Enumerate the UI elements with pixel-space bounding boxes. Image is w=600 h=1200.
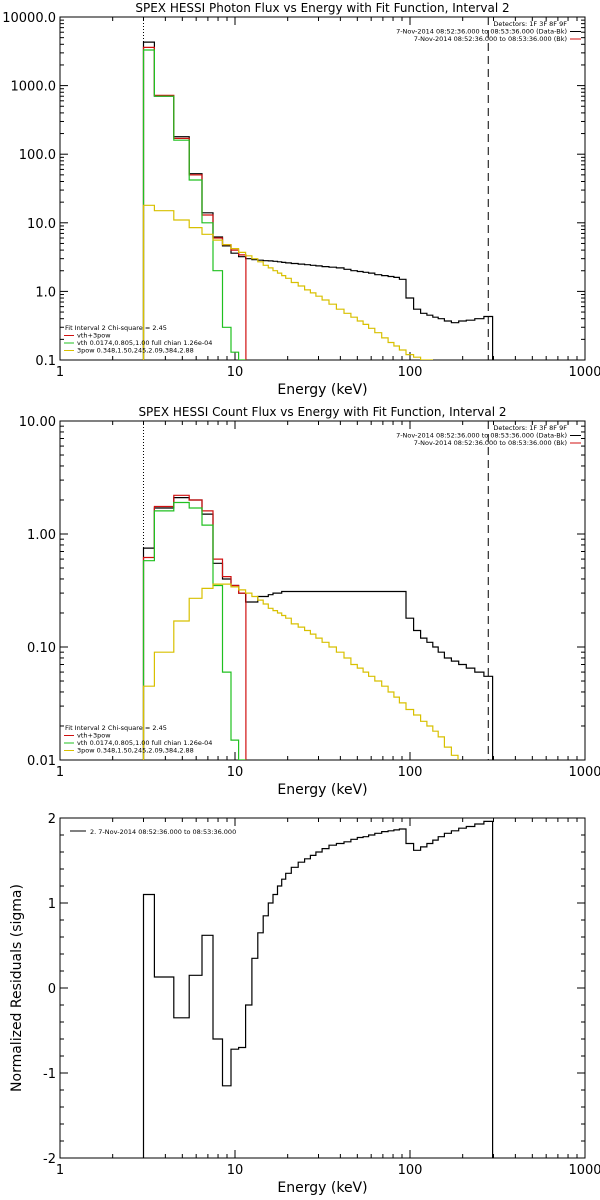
- legend-entry: Detectors: 1F 3F 8F 9F: [493, 20, 567, 28]
- x-axis-label: Energy (keV): [277, 382, 367, 398]
- legend-entry: vth 0.0174,0.805,1.00 full chian 1.26e-0…: [77, 739, 212, 747]
- y-tick-label: 0.10: [27, 641, 56, 656]
- legend-entry: Fit Interval 2 Chi-square = 2.45: [65, 324, 167, 332]
- legend-entry: 3pow 0.348,1.50,245,2.09,384,2.88: [77, 347, 194, 355]
- x-tick-label: 10: [227, 1163, 244, 1178]
- x-axis-label: Energy (keV): [277, 782, 367, 798]
- legend-entry: vth+3pow: [77, 732, 111, 740]
- x-tick-label: 1000: [568, 365, 600, 380]
- y-tick-label: -1: [43, 1067, 56, 1082]
- series-7-nov-2014-08-52-36-000-to-08-53-36-000-: [142, 46, 247, 360]
- y-tick-label: 1.0: [35, 285, 56, 300]
- plot-frame: [59, 817, 586, 1159]
- legend-entry: 7-Nov-2014 08:52:36.000 to 08:53:36.000 …: [414, 439, 567, 447]
- y-tick-label: 0.1: [35, 354, 56, 369]
- y-tick-label: 0: [48, 982, 56, 997]
- x-tick-label: 1000: [568, 1163, 600, 1178]
- x-tick-label: 100: [398, 365, 423, 380]
- x-tick-label: 100: [398, 1163, 423, 1178]
- series-3pow: [142, 204, 433, 360]
- y-tick-label: -2: [43, 1152, 56, 1167]
- legend-entry: Fit Interval 2 Chi-square = 2.45: [65, 724, 167, 732]
- chart-panel-3: 1 10 100 1000 -2 -1 0 1 2 Energy (keV) Normalized …: [9, 812, 600, 1196]
- y-axis-label: Normalized Residuals (sigma): [9, 884, 25, 1092]
- y-tick-label: 10.0: [27, 217, 56, 232]
- x-tick-label: 1000: [568, 765, 600, 780]
- legend-entry: 7-Nov-2014 08:52:36.000 to 08:53:36.000 …: [414, 35, 567, 43]
- plot-frame: [59, 420, 586, 761]
- y-tick-label: 100.0: [19, 148, 56, 163]
- legend-entry: 2. 7-Nov-2014 08:52:36.000 to 08:53:36.0…: [90, 828, 236, 836]
- y-tick-label: 1: [48, 897, 56, 912]
- chart-panel-1: SPEX HESSI Photon Flux vs Energy with Fi…: [2, 1, 600, 398]
- y-tick-label: 10000.0: [2, 11, 56, 26]
- y-tick-label: 1.00: [27, 528, 56, 543]
- legend-entry: vth 0.0174,0.805,1.00 full chian 1.26e-0…: [77, 339, 212, 347]
- series-7-nov-2014-08-52-36-000-to-08-53-36-000-: [142, 494, 247, 760]
- x-tick-label: 100: [398, 765, 423, 780]
- y-tick-label: 2: [48, 812, 56, 827]
- legend-entry: vth+3pow: [77, 332, 111, 340]
- series-2-7-nov-2014-08-52-36-000-to-08-53-36-00: [142, 820, 494, 1158]
- x-axis-label: Energy (keV): [277, 1180, 367, 1196]
- y-tick-label: 0.01: [27, 754, 56, 769]
- legend-entry: Detectors: 1F 3F 8F 9F: [493, 424, 567, 432]
- chart-title: SPEX HESSI Count Flux vs Energy with Fit…: [138, 405, 506, 419]
- x-tick-label: 1: [56, 765, 64, 780]
- x-tick-label: 1: [56, 1163, 64, 1178]
- plot-frame: [59, 16, 586, 361]
- plot-area: [142, 421, 494, 760]
- x-tick-label: 1: [56, 365, 64, 380]
- chart-title: SPEX HESSI Photon Flux vs Energy with Fi…: [135, 1, 509, 15]
- y-tick-label: 10.00: [19, 415, 56, 430]
- series-7-nov-2014-08-52-36-000-to-08-53-36-000-: [142, 497, 494, 760]
- chart-panel-2: SPEX HESSI Count Flux vs Energy with Fit…: [19, 405, 600, 798]
- x-tick-label: 10: [227, 765, 244, 780]
- series-vth-3pow: [142, 501, 246, 760]
- x-tick-label: 10: [227, 365, 244, 380]
- legend-entry: 7-Nov-2014 08:52:36.000 to 08:53:36.000 …: [396, 28, 567, 36]
- series-7-nov-2014-08-52-36-000-to-08-53-36-000-: [142, 41, 494, 360]
- series-vth-3pow: [142, 49, 246, 360]
- series-3pow: [142, 583, 459, 760]
- plot-area: [142, 820, 494, 1158]
- legend-entry: 7-Nov-2014 08:52:36.000 to 08:53:36.000 …: [396, 432, 567, 440]
- y-tick-label: 1000.0: [11, 80, 57, 95]
- plot-area: [142, 17, 494, 360]
- legend-entry: 3pow 0.348,1.50,245,2.09,384,2.88: [77, 747, 194, 755]
